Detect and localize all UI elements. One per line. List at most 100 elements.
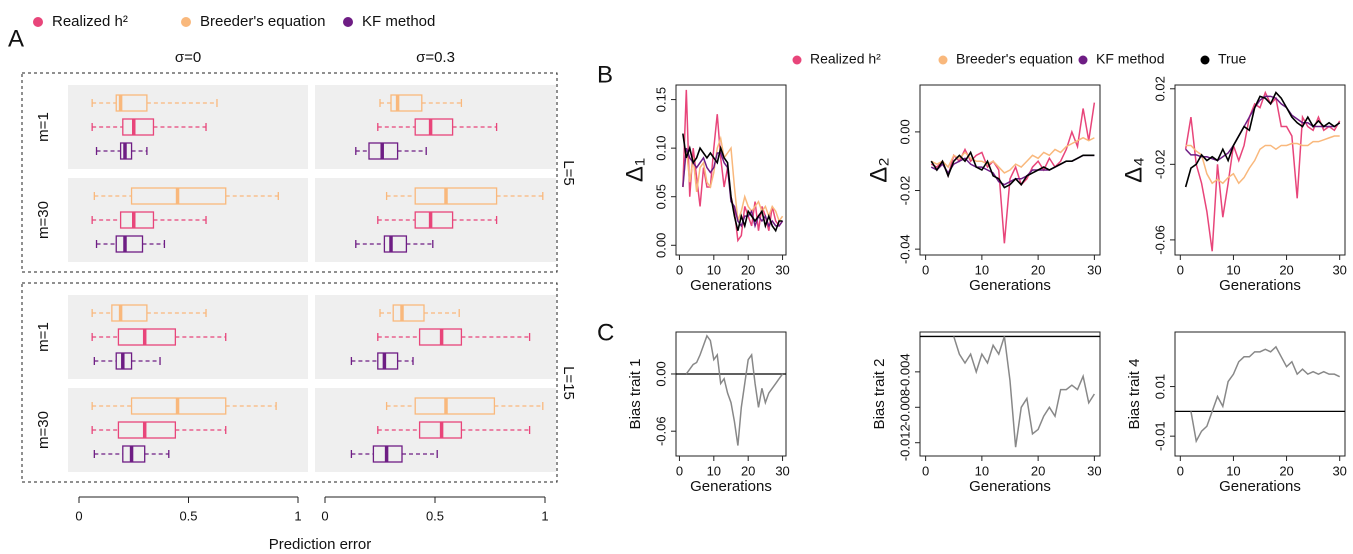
y-tick-label: -0.06: [1152, 225, 1167, 255]
y-tick-label: -0.01: [1152, 421, 1167, 451]
subpanel: [68, 295, 308, 379]
x-axis-label: Generations: [969, 478, 1051, 495]
box: [119, 211, 155, 229]
x-tick-label: 30: [775, 463, 789, 478]
x-tick-label: 20: [1279, 463, 1293, 478]
legend-label: Realized h²: [810, 51, 881, 67]
x-tick-label: 30: [1087, 262, 1101, 277]
plot-frame: [919, 84, 1101, 256]
series-line: [1184, 90, 1341, 252]
x-tick-label: 30: [1332, 463, 1346, 478]
x-tick-label: 1: [541, 508, 548, 523]
box: [414, 397, 496, 415]
y-axis-label: Bias trait 1: [627, 359, 644, 430]
plot-frame: [1174, 84, 1346, 256]
x-tick-label: 10: [975, 262, 989, 277]
subpanel: [68, 85, 308, 169]
y-tick-label: 0.15: [653, 87, 668, 112]
x-tick-label: 0: [1177, 463, 1184, 478]
legend-marker: [181, 17, 191, 27]
x-tick-label: 20: [1279, 262, 1293, 277]
y-tick-label: 0.10: [653, 135, 668, 160]
box: [117, 421, 177, 439]
box: [390, 94, 423, 112]
legend-label: Breeder's equation: [956, 51, 1073, 67]
series-line: [930, 150, 1095, 189]
box: [117, 328, 177, 346]
x-tick-label: 20: [741, 262, 755, 277]
y-axis-label: Δ₁: [621, 158, 648, 182]
y-axis-label: Δ₂: [865, 157, 892, 182]
y-tick-label: 0.01: [1152, 374, 1167, 399]
legend-marker: [1078, 55, 1088, 65]
y-tick-label: 0.05: [653, 184, 668, 209]
y-tick-label: -0.06: [653, 416, 668, 446]
x-tick-label: 30: [775, 262, 789, 277]
x-axis-label: Generations: [1219, 277, 1301, 294]
x-tick-label: 0: [922, 262, 929, 277]
series-line: [930, 136, 1095, 174]
subpanel: [68, 178, 308, 262]
group-label: L=15: [560, 366, 577, 400]
y-tick-label: -0.02: [1152, 150, 1167, 180]
series-line: [682, 135, 784, 223]
legend-label: Breeder's equation: [200, 13, 325, 30]
y-axis-label: Δ₄: [1120, 157, 1147, 183]
box: [377, 352, 399, 370]
x-tick-label: 20: [1031, 463, 1045, 478]
x-tick-label: 10: [707, 262, 721, 277]
x-axis-label: Generations: [690, 478, 772, 495]
y-tick-label: -0.004: [897, 353, 912, 390]
subpanel: [315, 295, 556, 379]
group-label: L=5: [560, 160, 577, 185]
box: [122, 445, 146, 463]
group-frame: [21, 282, 558, 483]
y-tick-label: -0.008: [897, 389, 912, 426]
series-line: [1185, 95, 1341, 162]
box: [115, 235, 144, 253]
box: [111, 304, 148, 322]
series-line: [930, 102, 1096, 244]
y-tick-label: 0.00: [653, 233, 668, 258]
legend-label: KF method: [362, 13, 435, 30]
x-tick-label: 1: [294, 508, 301, 523]
box: [414, 187, 498, 205]
subpanel: [315, 388, 556, 472]
series-line: [1185, 135, 1340, 185]
row-label: m=30: [35, 411, 52, 449]
y-tick-label: 0.02: [1152, 76, 1167, 101]
x-tick-label: 0: [676, 262, 683, 277]
x-tick-label: 20: [1031, 262, 1045, 277]
x-axis-label: Generations: [969, 277, 1051, 294]
plot-frame: [1174, 331, 1346, 457]
legend-label: KF method: [1096, 51, 1164, 67]
x-tick-label: 30: [1087, 463, 1101, 478]
x-tick-label: 0.5: [426, 508, 444, 523]
group-frame: [21, 72, 558, 273]
x-tick-label: 0: [676, 463, 683, 478]
y-tick-label: -0.04: [897, 234, 912, 264]
box: [414, 211, 454, 229]
legend-marker: [938, 55, 948, 65]
legend-marker: [1200, 55, 1210, 65]
y-tick-label: -0.02: [897, 176, 912, 206]
x-tick-label: 0.5: [179, 508, 197, 523]
row-label: m=1: [35, 112, 52, 142]
plot-frame: [675, 331, 787, 457]
row-label: m=30: [35, 201, 52, 239]
plot-frame: [675, 84, 787, 256]
x-axis-label: Generations: [1219, 478, 1301, 495]
y-tick-label: 0.00: [897, 119, 912, 144]
x-tick-label: 0: [922, 463, 929, 478]
box: [122, 118, 155, 136]
legend-label: Realized h²: [52, 13, 128, 30]
x-tick-label: 10: [1226, 262, 1240, 277]
series-line: [1184, 91, 1341, 188]
x-tick-label: 10: [975, 463, 989, 478]
panel-label: A: [8, 25, 24, 52]
legend-marker: [792, 55, 802, 65]
column-title: σ=0.3: [416, 49, 455, 66]
x-tick-label: 10: [1226, 463, 1240, 478]
box: [392, 304, 425, 322]
